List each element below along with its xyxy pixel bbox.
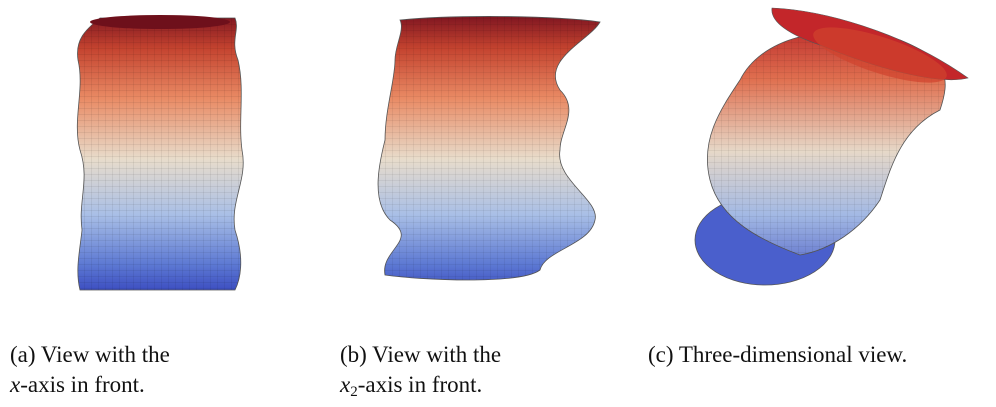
caption-text: View with the bbox=[41, 342, 170, 367]
caption-text: -axis in front. bbox=[358, 372, 483, 397]
caption-label: (c) bbox=[648, 342, 674, 367]
caption-label: (b) bbox=[340, 342, 367, 367]
caption-subscript: 2 bbox=[350, 384, 358, 400]
renderings bbox=[0, 0, 996, 310]
caption-b: (b) View with the x2-axis in front. bbox=[340, 340, 501, 407]
rendering-c bbox=[695, 8, 968, 285]
caption-text: Three-dimensional view. bbox=[679, 342, 907, 367]
caption-text: View with the bbox=[372, 342, 501, 367]
figure: (a) View with the x-axis in front. (b) V… bbox=[0, 0, 996, 405]
rendering-b bbox=[378, 16, 600, 280]
caption-label: (a) bbox=[10, 342, 36, 367]
rendering-a bbox=[77, 15, 243, 290]
caption-a: (a) View with the x-axis in front. bbox=[10, 340, 170, 400]
caption-c: (c) Three-dimensional view. bbox=[648, 340, 907, 370]
caption-text: -axis in front. bbox=[20, 372, 145, 397]
caption-math: x bbox=[10, 372, 20, 397]
caption-math: x bbox=[340, 372, 350, 397]
